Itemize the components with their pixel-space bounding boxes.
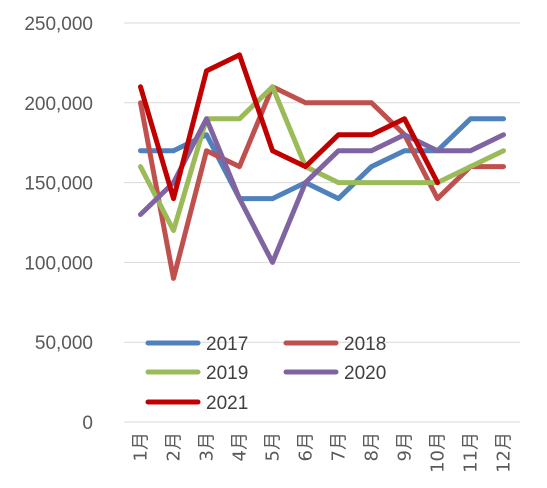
legend-label-2018: 2018 [344, 334, 386, 355]
legend-label-2017: 2017 [206, 334, 248, 355]
x-tick-label: 7月 [329, 432, 350, 461]
x-tick-label: 2月 [164, 432, 185, 461]
x-axis-tick-labels: 1月 2月 3月 4月 5月 6月 7月 8月 9月 10月 11月 12月 [131, 432, 515, 473]
series-line-2020 [138, 116, 506, 265]
legend-label-2019: 2019 [206, 363, 248, 384]
series-lines [138, 52, 506, 281]
y-tick-label: 150,000 [24, 174, 93, 195]
legend-label-2020: 2020 [344, 363, 386, 384]
x-tick-label: 11月 [461, 432, 482, 473]
x-tick-label: 12月 [494, 432, 515, 473]
x-tick-label: 1月 [131, 432, 152, 461]
y-tick-label: 100,000 [24, 253, 93, 274]
x-tick-label: 8月 [362, 432, 383, 461]
x-tick-label: 4月 [230, 432, 251, 461]
series-line-2018 [138, 84, 506, 281]
x-tick-label: 6月 [296, 432, 317, 461]
legend: 2017 2018 2019 2020 2021 [145, 334, 386, 414]
y-axis-tick-labels: 0 50,000 100,000 150,000 200,000 250,000 [24, 14, 93, 434]
y-tick-label: 50,000 [35, 333, 93, 354]
y-tick-label: 200,000 [24, 94, 93, 115]
x-tick-label: 5月 [263, 432, 284, 461]
x-tick-label: 9月 [395, 432, 416, 461]
gridlines [124, 22, 520, 423]
series-line-2021 [138, 52, 440, 202]
y-tick-label: 250,000 [24, 14, 93, 35]
x-tick-label: 3月 [197, 432, 218, 461]
legend-label-2021: 2021 [206, 393, 248, 414]
x-tick-label: 10月 [428, 432, 449, 473]
y-tick-label: 0 [82, 413, 93, 434]
series-line-2019 [138, 84, 506, 233]
